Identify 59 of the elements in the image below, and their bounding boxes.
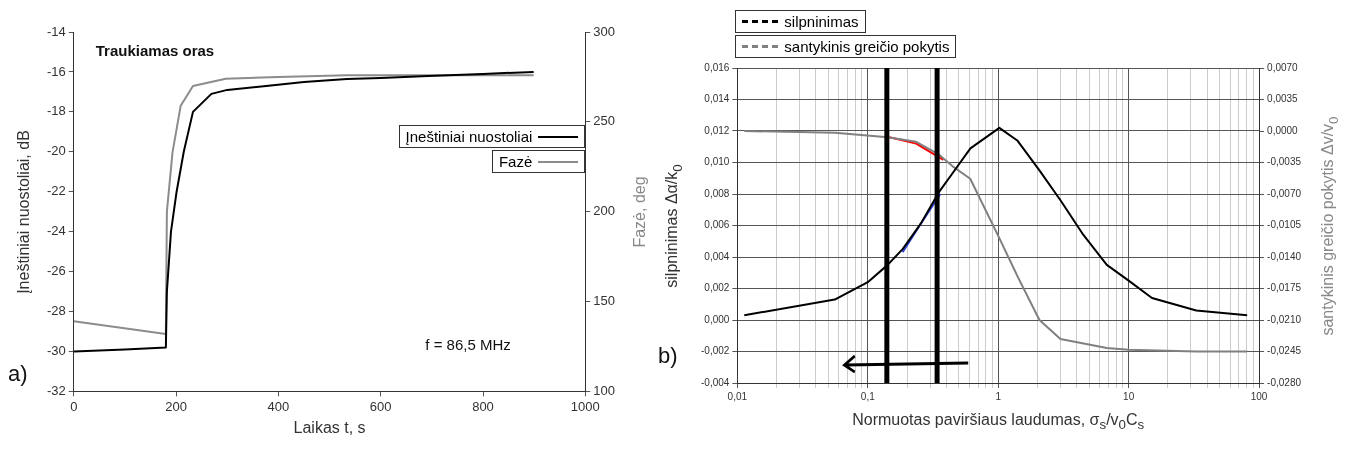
y2-tick-label: 150 [593, 293, 616, 309]
y-tick-label: 0,010 [704, 156, 730, 168]
y-tick-label: -28 [46, 303, 66, 319]
y2-tick-label: -0,0245 [1267, 345, 1302, 357]
legend-label: Fazė [498, 153, 533, 171]
y-tick-label: 0,006 [704, 219, 730, 231]
y2-tick-label: -0,0280 [1267, 376, 1302, 388]
y-tick-label: -14 [46, 23, 66, 39]
x-tick-label: 0,1 [860, 390, 876, 402]
y2-tick-label: 250 [593, 113, 616, 129]
text: a) [8, 361, 28, 388]
y-tick-label: 0,008 [704, 187, 730, 199]
y-tick-label: -30 [46, 343, 66, 359]
x-tick-label: 0,01 [727, 390, 748, 402]
x-axis-title: Laikas t, s [293, 419, 366, 438]
y-tick-label: 0,014 [704, 93, 730, 105]
x-tick-label: 1 [995, 390, 1002, 402]
x-axis-title: Normuotas paviršiaus laudumas, σ$_{s}$/v$_{0}$C$_{s}$ [852, 411, 1145, 433]
y2-tick-label: 300 [593, 23, 616, 39]
y-tick-label: 0,004 [704, 250, 730, 262]
y-tick-label: -0,002 [701, 345, 730, 357]
x-tick-label: 0 [70, 398, 78, 414]
y2-tick-label: 0,0070 [1267, 61, 1299, 73]
y-tick-label: -20 [46, 143, 66, 159]
y-tick-label: -22 [46, 183, 66, 199]
text: b) [658, 343, 678, 369]
x-tick-label: 10 [1123, 390, 1135, 402]
y-tick-label: -18 [46, 103, 66, 119]
y2-tick-label: -0,0210 [1267, 313, 1302, 325]
legend-label: santykinis greičio pokytis [784, 38, 950, 55]
y-tick-label: -24 [46, 223, 66, 239]
legend-label: silpninimas [784, 13, 859, 30]
y2-tick-label: 0,0035 [1267, 93, 1299, 105]
x-tick-label: 400 [267, 398, 290, 414]
y-tick-label: 0,012 [704, 124, 730, 136]
y-tick-label: -32 [46, 382, 66, 398]
y2-tick-label: -0,0105 [1267, 219, 1302, 231]
y-tick-label: -26 [46, 263, 66, 279]
x-tick-label: 600 [369, 398, 392, 414]
y2-tick-label: 0,0000 [1267, 124, 1299, 136]
y-tick-label: 0,016 [704, 61, 730, 73]
x-tick-label: 200 [165, 398, 187, 414]
y2-axis-title: Fazė, deg [631, 176, 649, 248]
x-tick-label: 100 [1250, 390, 1268, 402]
y-tick-label: -0,004 [701, 376, 730, 388]
y2-tick-label: -0,0175 [1267, 282, 1302, 294]
y2-tick-label: -0,0070 [1267, 187, 1302, 199]
y-axis-title: Įneštiniai nuostoliai, dB [15, 129, 33, 294]
y-tick-label: -16 [46, 63, 66, 79]
y-tick-label: 0,000 [704, 313, 730, 325]
y2-tick-label: -0,0140 [1267, 250, 1302, 262]
annotation: f = 86,5 MHz [425, 336, 511, 354]
annotation: Traukiamas oras [95, 42, 215, 59]
x-tick-label: 800 [472, 398, 494, 414]
y2-tick-label: 200 [593, 203, 616, 219]
legend-label: Įneštiniai nuostoliai [405, 128, 533, 146]
y2-tick-label: -0,0035 [1267, 156, 1302, 168]
y-tick-label: 0,002 [704, 282, 730, 294]
x-tick-label: 1000 [570, 398, 600, 414]
